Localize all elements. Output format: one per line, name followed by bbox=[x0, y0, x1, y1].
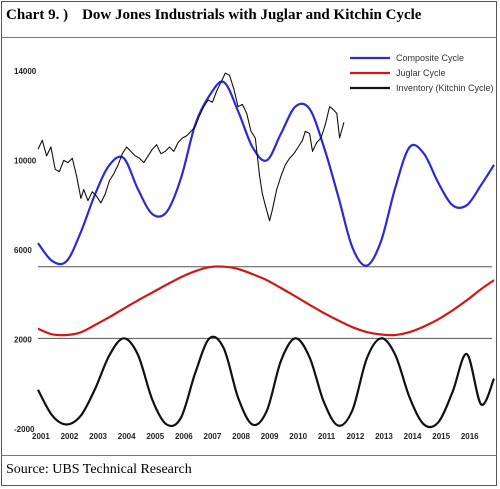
x-tick-label-11: 2012 bbox=[346, 432, 364, 441]
x-tick-label-5: 2006 bbox=[175, 432, 193, 441]
chart-title: Chart 9. ) Dow Jones Industrials with Jug… bbox=[6, 7, 421, 24]
chart-title-text: Dow Jones Industrials with Juglar and Ki… bbox=[82, 7, 422, 23]
x-tick-label-12: 2013 bbox=[375, 432, 393, 441]
x-tick-label-14: 2015 bbox=[432, 432, 450, 441]
source-divider bbox=[1, 455, 497, 456]
x-tick-label-4: 2005 bbox=[146, 432, 164, 441]
y-tick-label-2: 6000 bbox=[14, 246, 32, 255]
y-tick-label-3: 2000 bbox=[14, 335, 32, 344]
dow-jones-line bbox=[37, 72, 345, 222]
x-tick-label-0: 2001 bbox=[32, 432, 50, 441]
title-divider bbox=[1, 37, 497, 38]
y-tick-label-4: -2000 bbox=[14, 425, 35, 434]
y-tick-label-1: 10000 bbox=[14, 156, 37, 165]
chart-number: Chart 9. ) bbox=[6, 7, 69, 23]
x-tick-label-1: 2002 bbox=[61, 432, 79, 441]
composite-cycle-line bbox=[37, 80, 495, 267]
x-tick-label-13: 2014 bbox=[404, 432, 422, 441]
x-tick-label-8: 2009 bbox=[261, 432, 279, 441]
x-tick-label-6: 2007 bbox=[204, 432, 222, 441]
juglar-cycle-line bbox=[37, 265, 495, 337]
x-tick-label-2: 2003 bbox=[89, 432, 107, 441]
x-tick-label-7: 2008 bbox=[232, 432, 250, 441]
y-tick-label-0: 14000 bbox=[14, 67, 37, 76]
x-tick-label-9: 2010 bbox=[289, 432, 307, 441]
legend-label-0: Composite Cycle bbox=[396, 53, 464, 63]
source-note: Source: UBS Technical Research bbox=[6, 462, 192, 477]
legend-label-2: Inventory (Kitchin Cycle) bbox=[396, 83, 494, 93]
kitchin-cycle-line bbox=[37, 335, 496, 429]
x-tick-label-10: 2011 bbox=[318, 432, 336, 441]
x-tick-label-3: 2004 bbox=[118, 432, 136, 441]
x-tick-label-15: 2016 bbox=[461, 432, 479, 441]
legend-label-1: Juglar Cycle bbox=[396, 68, 446, 78]
